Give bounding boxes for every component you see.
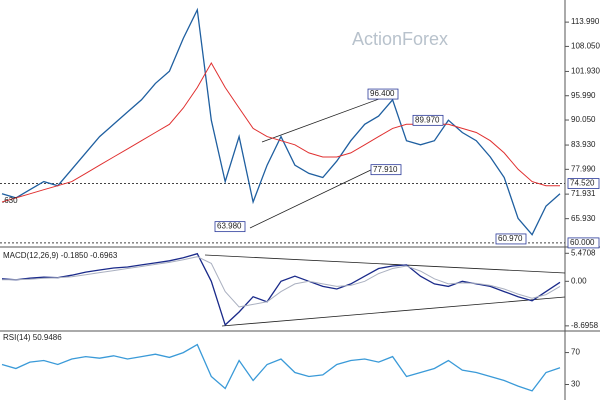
y-tick-label: 71.931 [571,189,596,198]
y-tick-label: 65.930 [571,214,596,223]
y-tick-label: 30 [571,380,580,389]
rsi-title: RSI(14) 50.9486 [3,333,62,342]
annotation-tag [495,233,527,245]
annotation-label: 96.400 [370,89,395,98]
y-tick-label: 0.00 [571,276,587,285]
y-tick-label: -8.6958 [571,321,599,330]
y-tick-label: 113.990 [571,17,600,26]
series-line [1,343,561,392]
annotation-tag [412,114,444,126]
annotation-label: 77.910 [373,165,398,174]
y-tick-label: 5.4708 [571,248,596,257]
annotation-label: 60.970 [498,234,523,243]
trendlines [204,91,566,327]
watermark: ActionForex [352,29,448,49]
level-tag [567,237,600,249]
edge-label: .630 [2,196,18,205]
annotation-tag [214,221,246,233]
series-line [1,252,561,327]
y-tick-label: 83.930 [571,140,596,149]
annotation-label: 63.980 [217,222,242,231]
y-tick-label: 101.930 [571,67,600,76]
level-tag [567,178,600,189]
level-label: 60.000 [570,238,595,247]
y-tick-label: 90.050 [571,115,596,124]
annotation-tag [370,164,402,176]
y-tick-label: 77.990 [571,164,596,173]
annotation-label: 89.970 [415,115,440,124]
annotation-tag [367,88,399,100]
series-line [2,256,561,308]
y-tick-label: 95.990 [571,91,596,100]
series-line [1,61,560,203]
y-tick-label: 108.050 [571,42,600,51]
macd-title: MACD(12,26,9) -0.1850 -0.6963 [3,251,118,260]
y-tick-label: 70 [571,348,580,357]
level-label: 74.520 [570,179,595,188]
series-line [1,7,561,236]
